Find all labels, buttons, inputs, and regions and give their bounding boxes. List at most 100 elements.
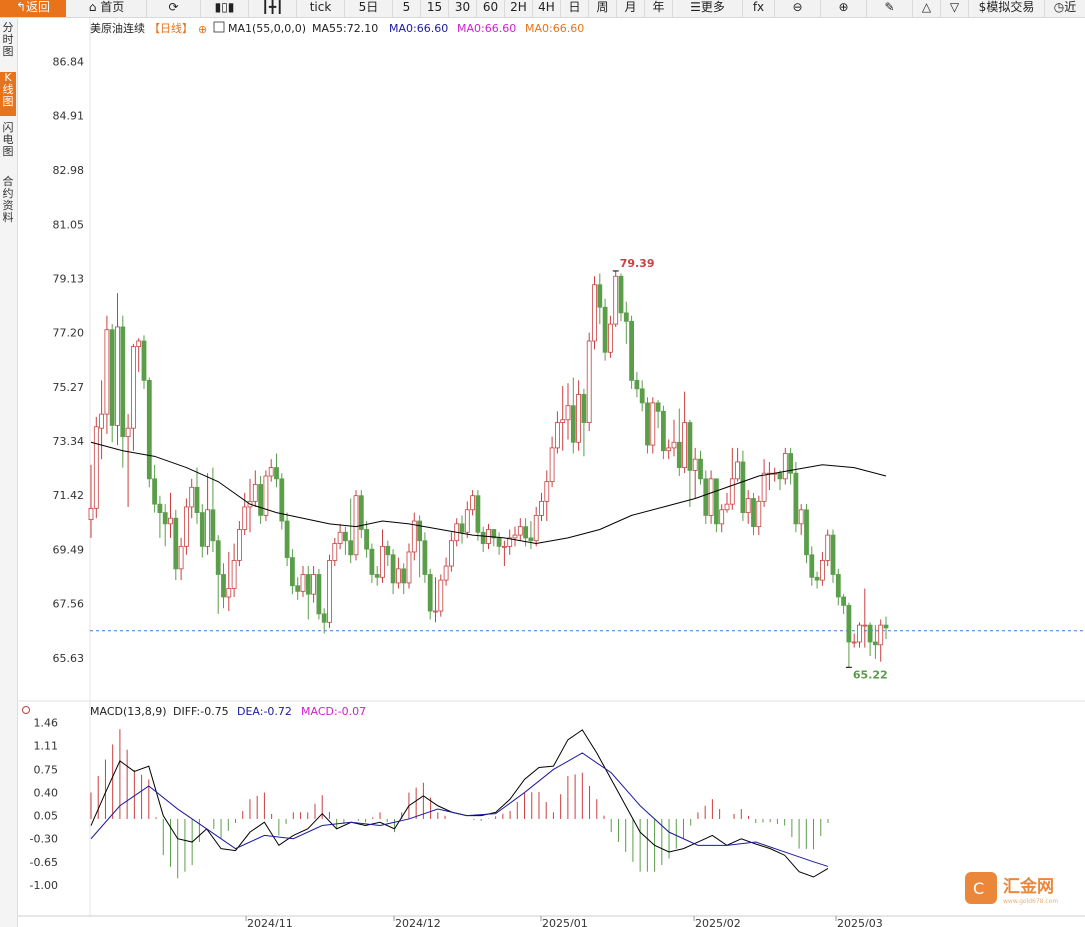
candle-body <box>231 560 237 589</box>
back-button[interactable]: ↰返回 <box>0 0 66 17</box>
candle-body <box>645 402 650 446</box>
formula-button[interactable]: fx <box>743 0 775 17</box>
candle-body <box>311 574 317 595</box>
candle-body <box>221 574 226 598</box>
zoom-out-button[interactable]: ⊖ <box>775 0 821 17</box>
tab-kline[interactable]: K线图 <box>0 72 16 116</box>
candle-body <box>364 529 370 550</box>
logo-icon <box>965 872 997 904</box>
candle-body <box>724 503 730 511</box>
candle-body <box>592 284 597 342</box>
add-indicator-icon[interactable]: ⊕ <box>198 23 207 36</box>
candle-body <box>162 512 168 525</box>
period-day-button[interactable]: 日 <box>561 0 589 17</box>
indicator-icon[interactable] <box>213 21 225 33</box>
macd-tick-label: 0.40 <box>34 787 59 800</box>
candle-body <box>714 478 719 525</box>
date-axis: 2024/11 2024/12 2025/01 2025/02 2025/03 <box>18 915 1085 927</box>
macd-dea: DEA:-0.72 <box>237 705 292 718</box>
candle-body <box>470 495 476 511</box>
candle-body <box>215 540 221 575</box>
candle-chart-button[interactable]: ┃╋┃ <box>249 0 297 17</box>
side-tabs: 分时图 K线图 闪电图 合约资料 <box>0 18 18 927</box>
candle-body <box>825 534 831 561</box>
candle-body <box>777 472 783 480</box>
home-button[interactable]: ⌂ 首页 <box>67 0 147 17</box>
candle-body <box>517 526 523 536</box>
candle-body <box>634 379 640 390</box>
candle-body <box>443 565 449 581</box>
candle-body <box>708 478 714 516</box>
period-2h-button[interactable]: 2H <box>505 0 533 17</box>
period-label: 【日线】 <box>149 21 193 35</box>
triangle-down-icon: ▽ <box>949 0 960 14</box>
candle-body <box>576 394 581 443</box>
candle-body <box>602 306 608 353</box>
candle-body <box>814 576 820 581</box>
refresh-icon: ⟳ <box>168 0 179 14</box>
refresh-button[interactable]: ⟳ <box>147 0 201 17</box>
sim-trade-button[interactable]: $模拟交易 <box>969 0 1045 17</box>
candles <box>88 270 889 668</box>
candle-body <box>835 574 841 598</box>
date-tick-label: 2024/11 <box>247 917 293 927</box>
triangle-down-button[interactable]: ▽ <box>941 0 969 17</box>
candle-body <box>666 447 672 452</box>
menu-icon: ☰ <box>690 0 701 14</box>
bar-chart-button[interactable]: ▮▯▮ <box>201 0 249 17</box>
candle-body <box>756 500 762 528</box>
triangle-up-button[interactable]: △ <box>913 0 941 17</box>
tab-flash[interactable]: 闪电图 <box>2 121 14 158</box>
tab-timeshare[interactable]: 分时图 <box>2 21 14 58</box>
ma0-value-1: MA0:66.60 <box>389 22 448 35</box>
period-5m-button[interactable]: 5 <box>393 0 421 17</box>
candle-body <box>528 537 534 542</box>
candle-icon: ┃╋┃ <box>261 0 284 14</box>
candle-body <box>252 484 258 502</box>
candle-body <box>655 402 661 412</box>
recent-button[interactable]: ◷近 <box>1053 0 1077 14</box>
candle-body <box>809 554 815 578</box>
candle-body <box>581 394 587 423</box>
candle-body <box>539 500 544 516</box>
zoom-in-button[interactable]: ⊕ <box>821 0 867 17</box>
toolbar: ↰返回 ⌂ 首页 ⟳ ▮▯▮ ┃╋┃ tick 5日 5 15 30 60 2H… <box>0 0 1085 18</box>
date-tick-label: 2025/01 <box>542 917 588 927</box>
candle-body <box>236 529 242 561</box>
candle-body <box>512 534 518 539</box>
tick-button[interactable]: tick <box>297 0 345 17</box>
candle-body <box>438 579 444 612</box>
five-day-button[interactable]: 5日 <box>345 0 393 17</box>
period-30m-button[interactable]: 30 <box>449 0 477 17</box>
candle-body <box>623 312 629 322</box>
period-week-button[interactable]: 周 <box>589 0 617 17</box>
date-tick-label: 2024/12 <box>395 917 441 927</box>
candle-body <box>305 574 311 595</box>
price-tick-label: 86.84 <box>53 55 85 68</box>
ma0-value-3: MA0:66.60 <box>525 22 584 35</box>
tab-contract-info[interactable]: 合约资料 <box>2 175 14 224</box>
period-4h-button[interactable]: 4H <box>533 0 561 17</box>
candle-body <box>427 574 433 612</box>
candle-body <box>459 523 465 533</box>
period-month-button[interactable]: 月 <box>617 0 645 17</box>
candle-body <box>289 557 295 587</box>
candle-body <box>480 531 486 544</box>
candle-body <box>751 498 756 528</box>
period-60m-button[interactable]: 60 <box>477 0 505 17</box>
candle-body <box>242 506 248 530</box>
period-15m-button[interactable]: 15 <box>421 0 449 17</box>
period-year-button[interactable]: 年 <box>645 0 673 17</box>
candle-body <box>274 467 279 480</box>
candle-body <box>676 441 682 468</box>
more-button[interactable]: ☰更多 <box>673 0 743 17</box>
candle-body <box>788 453 793 474</box>
macd-settings-icon[interactable] <box>22 706 30 714</box>
candle-body <box>295 585 301 592</box>
candle-body <box>544 481 550 502</box>
candle-body <box>380 545 385 578</box>
price-chart[interactable]: 美原油连续 【日线】 ⊕ MA1(55,0,0,0) MA55:72.10 MA… <box>18 18 1085 927</box>
candle-body <box>523 526 529 539</box>
candle-body <box>586 340 592 423</box>
draw-button[interactable]: ✎ <box>867 0 913 17</box>
